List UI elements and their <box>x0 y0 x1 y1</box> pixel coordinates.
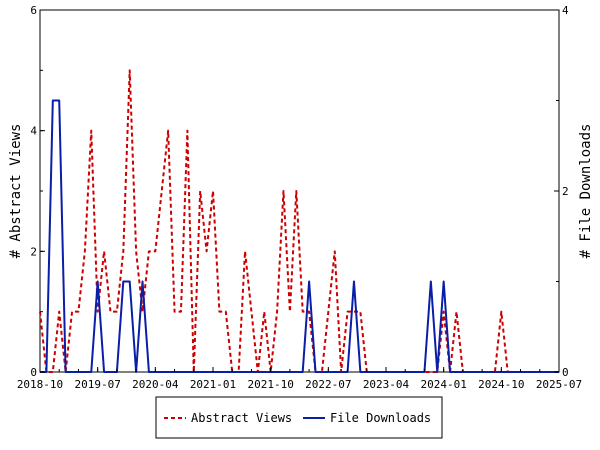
x-tick-label: 2021-10 <box>247 378 293 391</box>
legend-label-file-downloads: File Downloads <box>330 411 431 425</box>
right-axis-label: # File Downloads <box>578 124 594 259</box>
x-tick-label: 2020-04 <box>132 378 179 391</box>
left-tick-label: 6 <box>30 4 37 17</box>
series-layer <box>39 69 559 373</box>
right-tick-label: 4 <box>562 4 569 17</box>
left-axis-label: # Abstract Views <box>8 124 24 259</box>
series-line-abstract-views <box>39 69 559 373</box>
tick-layer: 2018-10 2019-07 2020-04 2021-01 2021-10 2022-… <box>17 4 582 391</box>
left-tick-label: 0 <box>30 366 37 379</box>
x-tick-label: 2023-04 <box>363 378 410 391</box>
right-tick-label: 0 <box>562 366 569 379</box>
legend-label-abstract-views: Abstract Views <box>191 411 292 425</box>
x-tick-label: 2021-01 <box>190 378 236 391</box>
series-line-file-downloads <box>40 99 559 373</box>
legend-box <box>155 396 443 439</box>
plot-frame <box>39 9 560 373</box>
left-tick-label: 4 <box>30 125 37 138</box>
x-tick-label: 2018-10 <box>17 378 63 391</box>
left-tick-label: 2 <box>30 245 37 258</box>
x-tick-label: 2024-10 <box>478 378 524 391</box>
right-tick-label: 2 <box>562 185 569 198</box>
x-tick-label: 2024-01 <box>420 378 466 391</box>
legend: Abstract Views File Downloads <box>155 396 443 439</box>
x-tick-label: 2025-07 <box>536 378 582 391</box>
x-tick-label: 2022-07 <box>305 378 351 391</box>
x-tick-label: 2019-07 <box>74 378 120 391</box>
